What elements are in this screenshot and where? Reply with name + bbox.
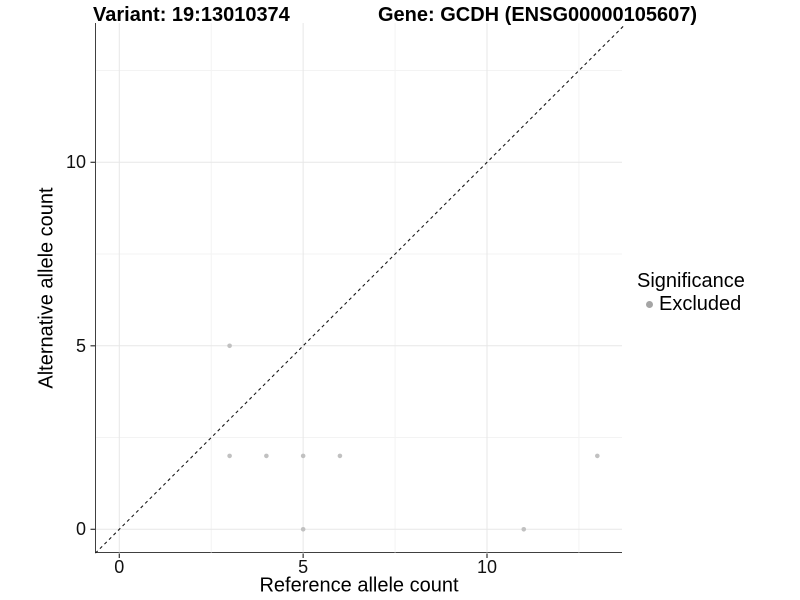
x-tick-label: 10: [476, 557, 498, 577]
legend-title: Significance: [637, 270, 745, 292]
variant-title: Variant: 19:13010374: [93, 4, 290, 26]
x-axis-title: Reference allele count: [259, 574, 459, 597]
y-tick-label: 10: [65, 152, 86, 173]
y-axis-title: Alternative allele count: [35, 187, 58, 389]
y-tick-label: 5: [75, 335, 86, 356]
excluded-point-icon: [646, 300, 653, 308]
x-tick-label: 5: [298, 557, 309, 577]
gene-title: Gene: GCDH (ENSG00000105607): [378, 4, 698, 26]
legend-item-label: Excluded: [659, 293, 742, 315]
y-tick-label: 0: [75, 519, 86, 540]
legend-item-excluded: Excluded: [637, 293, 745, 315]
legend: Significance Excluded: [637, 270, 745, 315]
x-tick-label: 0: [114, 557, 125, 577]
plot-panel: [95, 23, 622, 553]
